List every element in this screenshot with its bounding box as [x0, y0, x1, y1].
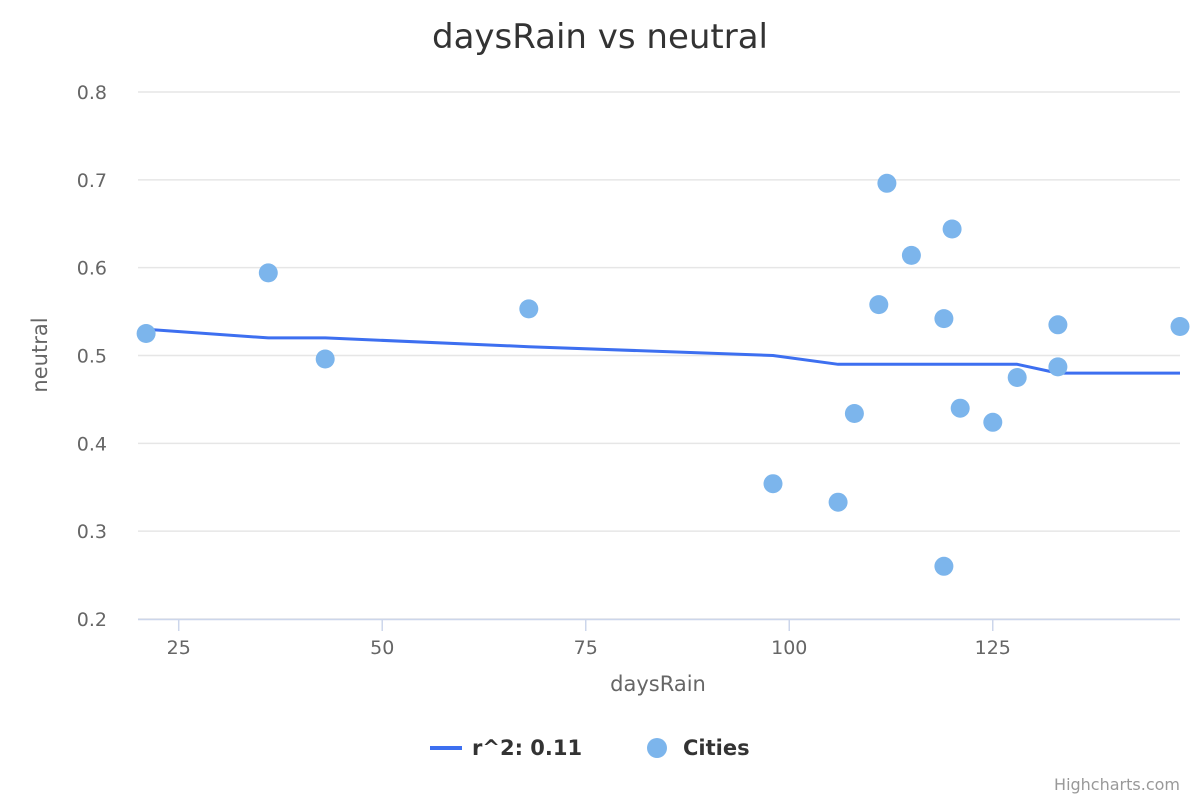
- scatter-point[interactable]: [877, 173, 897, 193]
- legend-item-regression[interactable]: r^2: 0.11: [430, 736, 582, 760]
- x-tick-label: 100: [771, 637, 807, 659]
- y-tick-label: 0.3: [77, 521, 107, 543]
- scatter-point[interactable]: [763, 474, 783, 494]
- legend: r^2: 0.11 Cities: [430, 736, 750, 760]
- scatter-point[interactable]: [901, 245, 921, 265]
- scatter-point[interactable]: [942, 219, 962, 239]
- credits-link[interactable]: Highcharts.com: [1054, 775, 1180, 794]
- legend-item-cities[interactable]: Cities: [647, 736, 750, 760]
- x-axis-title: daysRain: [610, 672, 706, 696]
- scatter-point[interactable]: [258, 263, 278, 283]
- y-tick-label: 0.7: [77, 170, 107, 192]
- x-tick-label: 50: [370, 637, 394, 659]
- scatter-point[interactable]: [315, 349, 335, 369]
- regression-line[interactable]: [145, 327, 1180, 375]
- x-tick-label: 75: [574, 637, 598, 659]
- y-tick-label: 0.5: [77, 346, 107, 368]
- x-tick-label: 25: [167, 637, 191, 659]
- scatter-point[interactable]: [1048, 315, 1068, 335]
- legend-label-cities: Cities: [683, 736, 750, 760]
- scatter-point[interactable]: [934, 556, 954, 576]
- x-tick-label: 125: [975, 637, 1011, 659]
- y-tick-label: 0.6: [77, 258, 107, 280]
- chart-title: daysRain vs neutral: [432, 17, 768, 57]
- scatter-point[interactable]: [950, 398, 970, 418]
- legend-dot-symbol: [647, 738, 667, 758]
- y-tick-label: 0.2: [77, 609, 107, 631]
- scatter-point[interactable]: [869, 295, 889, 315]
- y-tick-label: 0.8: [77, 82, 107, 104]
- scatter-point[interactable]: [844, 404, 864, 423]
- series-layer: [136, 173, 1190, 576]
- axis-layer: 0.2 0.3 0.4 0.5 0.6 0.7 0.8 25 50 75 100 125: [77, 82, 1180, 659]
- scatter-point[interactable]: [983, 412, 1003, 432]
- scatter-point[interactable]: [519, 299, 539, 319]
- legend-label-regression: r^2: 0.11: [472, 736, 582, 760]
- scatter-point[interactable]: [1007, 368, 1027, 387]
- scatter-point[interactable]: [934, 309, 954, 329]
- scatter-point[interactable]: [828, 492, 848, 512]
- y-axis-title: neutral: [28, 317, 52, 392]
- scatter-point[interactable]: [1048, 357, 1068, 377]
- scatter-point[interactable]: [1170, 317, 1190, 336]
- scatter-point[interactable]: [136, 324, 156, 343]
- y-tick-label: 0.4: [77, 433, 107, 455]
- grid-layer: [138, 91, 1180, 620]
